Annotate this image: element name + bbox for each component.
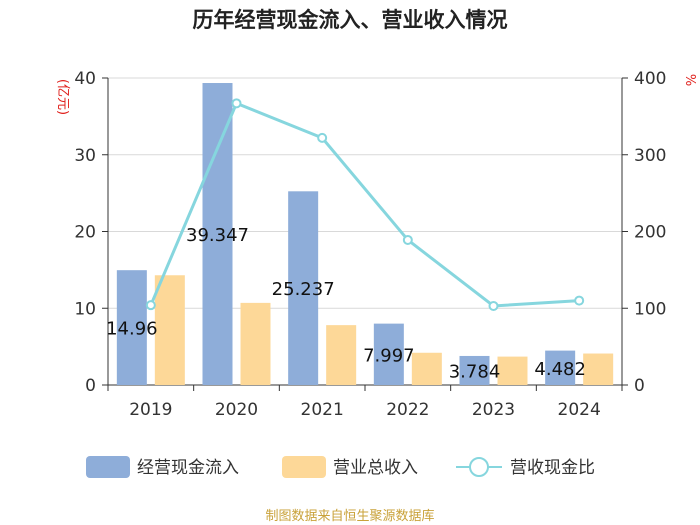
data-label-cash-inflow: 39.347 bbox=[186, 225, 249, 246]
bar-revenue bbox=[497, 356, 528, 385]
bar-cash-inflow bbox=[545, 350, 576, 385]
left-tick-label: 20 bbox=[74, 223, 96, 243]
bar-cash-inflow bbox=[459, 355, 490, 385]
bar-cash-inflow bbox=[373, 323, 404, 385]
ratio-point bbox=[488, 300, 499, 311]
bars bbox=[116, 83, 614, 385]
legend-swatch-cash-inflow bbox=[86, 456, 130, 478]
axes bbox=[102, 77, 628, 391]
x-tick-label: 2024 bbox=[558, 400, 601, 420]
ratio-polyline bbox=[149, 101, 580, 308]
left-axis-unit: (亿元) bbox=[55, 79, 70, 115]
x-tick-label: 2021 bbox=[301, 400, 344, 420]
left-tick-label: 30 bbox=[74, 146, 96, 166]
x-tick-label: 2023 bbox=[472, 400, 515, 420]
chart-title: 历年经营现金流入、营业收入情况 bbox=[193, 8, 508, 32]
bar-cash-inflow bbox=[116, 270, 147, 385]
right-tick-label: 200 bbox=[634, 223, 666, 243]
bar-revenue bbox=[411, 352, 442, 385]
bar-revenue bbox=[326, 325, 357, 385]
left-tick-label: 40 bbox=[74, 69, 96, 89]
right-tick-label: 0 bbox=[634, 376, 645, 396]
ratio-point bbox=[574, 295, 585, 306]
legend-marker-ratio bbox=[469, 457, 489, 477]
right-tick-label: 300 bbox=[634, 146, 666, 166]
right-tick-label: 400 bbox=[634, 69, 666, 89]
x-tick-label: 2020 bbox=[215, 400, 258, 420]
bar-revenue bbox=[240, 302, 271, 385]
ratio-point bbox=[145, 300, 156, 311]
legend-label-ratio: 营收现金比 bbox=[510, 458, 595, 478]
legend-label-cash-inflow: 经营现金流入 bbox=[137, 458, 239, 478]
bar-revenue bbox=[583, 353, 614, 385]
bar-cash-inflow bbox=[202, 83, 233, 385]
legend: 经营现金流入 营业总收入 营收现金比 bbox=[86, 456, 595, 478]
ratio-point bbox=[231, 98, 242, 109]
legend-label-revenue: 营业总收入 bbox=[333, 458, 418, 478]
data-label-cash-inflow: 25.237 bbox=[272, 279, 335, 300]
right-tick-label: 100 bbox=[634, 299, 666, 319]
right-axis-unit: % bbox=[682, 74, 697, 86]
data-label-cash-inflow: 14.96 bbox=[106, 319, 158, 340]
source-note: 制图数据来自恒生聚源数据库 bbox=[265, 508, 434, 524]
data-label-cash-inflow: 4.482 bbox=[534, 359, 586, 380]
x-tick-label: 2019 bbox=[129, 400, 172, 420]
x-tick-label: 2022 bbox=[386, 400, 429, 420]
left-tick-label: 10 bbox=[74, 299, 96, 319]
ratio-line bbox=[145, 98, 585, 311]
left-tick-label: 0 bbox=[85, 376, 96, 396]
bar-cash-inflow bbox=[288, 191, 319, 385]
data-label-cash-inflow: 7.997 bbox=[363, 345, 415, 366]
legend-swatch-revenue bbox=[282, 456, 326, 478]
ratio-point bbox=[317, 132, 328, 143]
data-labels: 14.96 39.347 25.237 7.997 3.784 4.482 bbox=[106, 225, 586, 382]
ratio-point bbox=[402, 234, 413, 245]
bar-revenue bbox=[154, 275, 185, 385]
data-label-cash-inflow: 3.784 bbox=[449, 361, 501, 382]
